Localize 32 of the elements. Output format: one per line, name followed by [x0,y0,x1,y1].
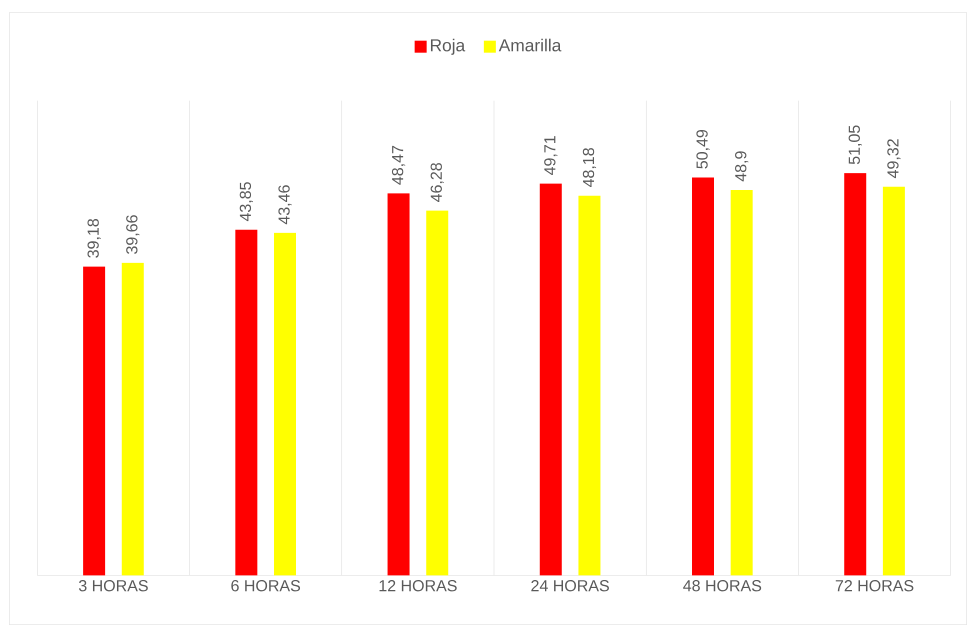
x-tick-label: 24 HORAS [531,580,609,592]
bar [122,262,144,576]
data-label: 43,46 [278,185,292,224]
x-tick-label: 72 HORAS [836,580,914,592]
data-label: 49,71 [544,136,558,175]
data-label: 43,85 [240,182,253,222]
legend-label: Amarilla [498,38,562,52]
data-label: 48,9 [735,151,748,182]
bar [882,186,905,576]
x-tick-label: 6 HORAS [231,580,300,592]
data-label: 50,49 [696,130,710,169]
x-tick-label: 3 HORAS [78,580,148,592]
data-label: 48,18 [582,148,596,188]
data-label: 48,47 [392,146,406,185]
bar [730,190,753,576]
x-tick-label: 12 HORAS [380,580,457,592]
data-label: 39,66 [126,215,140,254]
legend-label: Roja [430,38,466,55]
data-label: 46,28 [430,163,444,202]
bar [426,210,448,576]
data-label: 39,18 [88,219,101,258]
data-label: 51,05 [848,125,862,164]
bar [692,177,714,576]
x-tick-label: 48 HORAS [683,580,762,592]
bar [235,230,258,576]
bar [540,184,562,576]
bar [274,232,296,576]
data-label: 49,32 [887,139,901,178]
bar [388,193,410,576]
bar [844,173,866,576]
bar [83,266,106,576]
bar [578,196,600,576]
